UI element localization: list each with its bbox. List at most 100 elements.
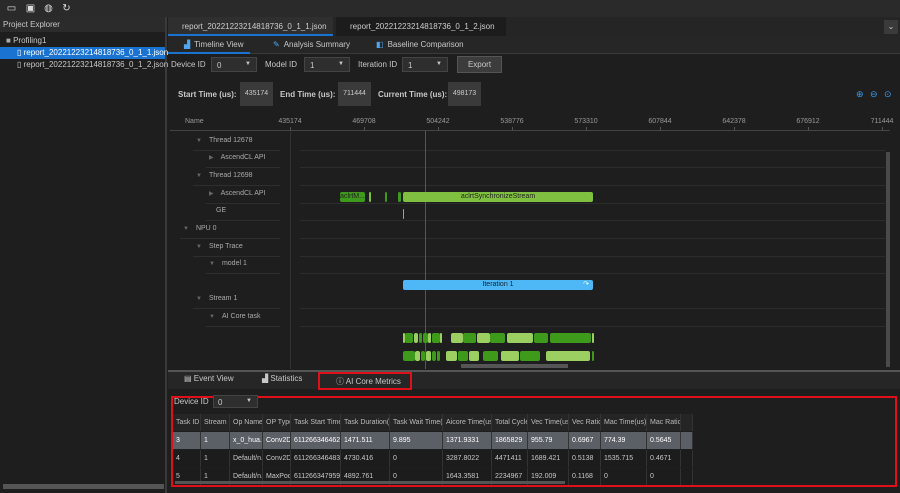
ai-core-task-bar[interactable] <box>520 351 540 361</box>
timeline-row[interactable]: ▼ NPU 0 <box>175 225 217 232</box>
tab-baseline-comparison[interactable]: ◧ Baseline Comparison <box>376 36 464 54</box>
zoom-out-icon[interactable]: ⊖ <box>870 89 878 99</box>
column-header[interactable]: Task Wait Time(us) <box>390 414 443 431</box>
metrics-device-select[interactable]: 0 ▼ <box>213 395 258 408</box>
ge-bar[interactable] <box>403 209 404 219</box>
open-folder-icon[interactable]: ▭ <box>6 3 17 14</box>
ai-core-task-bar[interactable] <box>403 351 415 361</box>
explorer-scrollbar[interactable] <box>3 484 164 489</box>
column-header[interactable]: Mac Time(us) <box>601 414 647 431</box>
collapse-icon[interactable]: ▼ <box>196 138 202 144</box>
column-header[interactable]: OP Type <box>263 414 291 431</box>
tab-timeline-view[interactable]: ▟ Timeline View <box>168 36 250 54</box>
expand-icon[interactable]: ▶ <box>209 155 214 161</box>
column-header[interactable]: Total Cycles <box>492 414 528 431</box>
table-hscrollbar[interactable] <box>175 481 565 484</box>
import-folder-icon[interactable]: ▣ <box>25 3 36 14</box>
ai-core-task-bar[interactable] <box>507 333 533 343</box>
model-id-select[interactable]: 1 ▼ <box>304 57 350 72</box>
timeline-hscrollbar[interactable] <box>461 364 568 368</box>
collapse-icon[interactable]: ▼ <box>209 314 215 320</box>
expand-icon[interactable]: ▶ <box>209 191 214 197</box>
ai-core-task-bar[interactable] <box>469 351 479 361</box>
ai-core-task-bar[interactable] <box>428 333 431 343</box>
ai-core-task-bar[interactable] <box>432 333 440 343</box>
column-header[interactable]: Vec Time(us) <box>528 414 569 431</box>
tab-event-view[interactable]: ▤ Event View <box>184 374 234 383</box>
timeline-vscrollbar[interactable] <box>886 152 890 367</box>
timeline-row[interactable]: ▼ AI Core task <box>175 313 260 320</box>
column-header[interactable]: Task ID <box>173 414 201 431</box>
table-row[interactable]: 51Default/n...MaxPool611266347959...4892… <box>173 468 693 485</box>
ai-core-task-bar[interactable] <box>437 351 440 361</box>
ai-core-task-bar[interactable] <box>440 333 442 343</box>
collapse-icon[interactable]: ▼ <box>209 261 215 267</box>
acl-sync-bar[interactable]: aclrtSynchronizeStream <box>403 192 593 202</box>
acl-bar-tick[interactable] <box>398 192 401 202</box>
ai-core-task-bar[interactable] <box>463 333 476 343</box>
ai-core-task-bar[interactable] <box>546 351 590 361</box>
tab-file-2[interactable]: report_20221223214818736_0_1_2.json× <box>336 17 506 51</box>
ai-core-task-bar[interactable] <box>405 333 413 343</box>
table-row[interactable]: 41Default/n...Conv2D611266346483...4730.… <box>173 450 693 467</box>
export-button[interactable]: Export <box>457 56 502 73</box>
current-time-cursor[interactable] <box>425 131 426 369</box>
collapse-icon[interactable]: ▼ <box>196 296 202 302</box>
settings-icon[interactable]: ◍ <box>44 3 53 14</box>
tree-file-2[interactable]: ▯ report_20221223214818736_0_1_2.json <box>0 59 168 71</box>
column-header[interactable]: Aicore Time(us) <box>443 414 492 431</box>
zoom-in-icon[interactable]: ⊕ <box>856 89 864 99</box>
ai-core-task-bar[interactable] <box>592 333 594 343</box>
ai-core-task-bar[interactable] <box>451 333 463 343</box>
column-header[interactable] <box>681 414 693 431</box>
iteration-id-select[interactable]: 1 ▼ <box>402 57 448 72</box>
refresh-icon[interactable]: ↻ <box>62 3 71 14</box>
ai-core-task-bar[interactable] <box>490 333 505 343</box>
table-row[interactable]: 3 1 x_0_hua... Conv2D 611266346462... 1471.51… <box>173 432 693 449</box>
ai-core-task-bar[interactable] <box>501 351 519 361</box>
acl-bar-tick[interactable] <box>369 192 371 202</box>
ai-core-task-bar[interactable] <box>403 333 405 343</box>
ai-core-task-bar[interactable] <box>423 333 428 343</box>
timeline-row[interactable]: ▼ Step Trace <box>175 243 243 250</box>
tree-project[interactable]: ■ Profiling1 <box>0 35 165 47</box>
ai-core-task-bar[interactable] <box>477 333 490 343</box>
ai-core-task-bar[interactable] <box>421 351 425 361</box>
timeline-row[interactable]: ▶ AscendCL API <box>175 154 266 161</box>
collapse-icon[interactable]: ▼ <box>183 226 189 232</box>
jump-icon[interactable]: ↷ <box>583 281 589 288</box>
timeline-row[interactable]: ▼ Thread 12698 <box>175 172 253 179</box>
ai-core-task-bar[interactable] <box>592 351 594 361</box>
iteration-bar[interactable]: Iteration 1 ↷ <box>403 280 593 290</box>
ai-core-task-bar[interactable] <box>550 333 591 343</box>
ai-core-task-bar[interactable] <box>414 333 418 343</box>
ai-core-task-bar[interactable] <box>446 351 457 361</box>
column-header[interactable]: Task Duration(us) <box>341 414 390 431</box>
ai-core-task-bar[interactable] <box>426 351 431 361</box>
column-header[interactable]: Op Name <box>230 414 263 431</box>
collapse-icon[interactable]: ▼ <box>196 173 202 179</box>
timeline-row[interactable]: ▼ Stream 1 <box>175 295 237 302</box>
chevron-down-icon[interactable]: ⌄ <box>884 20 898 34</box>
tab-ai-core-metrics[interactable]: ⓘ AI Core Metrics <box>318 372 412 390</box>
timeline-row[interactable]: ▶ AscendCL API <box>175 190 266 197</box>
column-header[interactable]: Stream ID <box>201 414 230 431</box>
column-header[interactable]: Mac Ratio <box>647 414 681 431</box>
tree-file-1[interactable]: ▯ report_20221223214818736_0_1_1.json <box>0 47 168 59</box>
ai-core-task-bar[interactable] <box>432 351 436 361</box>
column-header[interactable]: Vec Ratio <box>569 414 601 431</box>
tab-analysis-summary[interactable]: ✎ Analysis Summary <box>273 36 350 54</box>
acl-bar-short[interactable]: aclrtM... <box>340 192 365 202</box>
ai-core-task-bar[interactable] <box>458 351 468 361</box>
ai-core-task-bar[interactable] <box>483 351 498 361</box>
tab-statistics[interactable]: ▟ Statistics <box>262 374 302 383</box>
tab-file-1[interactable]: report_20221223214818736_0_1_1.json× <box>168 17 333 51</box>
column-header[interactable]: Task Start Time <box>291 414 341 431</box>
ai-core-task-bar[interactable] <box>419 333 422 343</box>
timeline-row[interactable]: GE <box>175 207 226 214</box>
ai-core-task-bar[interactable] <box>415 351 420 361</box>
device-id-select[interactable]: 0 ▼ <box>211 57 257 72</box>
ai-core-task-bar[interactable] <box>534 333 548 343</box>
timeline-row[interactable]: ▼ model 1 <box>175 260 247 267</box>
reset-zoom-icon[interactable]: ⊙ <box>884 89 892 99</box>
